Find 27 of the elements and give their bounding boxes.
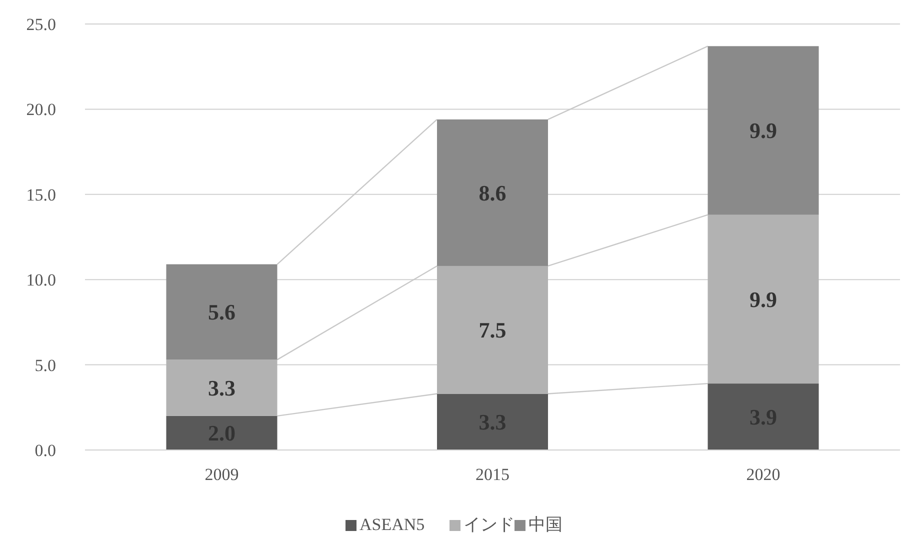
bar: [166, 264, 278, 360]
bar: [166, 416, 278, 450]
bar: [708, 46, 819, 215]
x-tick-label: 2009: [204, 465, 239, 484]
data-label: 3.3: [208, 376, 236, 401]
data-label: 9.9: [750, 118, 778, 144]
y-tick-label: 10.0: [26, 270, 56, 290]
y-tick-label: 0.0: [34, 440, 56, 460]
data-label: 7.5: [478, 318, 506, 343]
x-tick-label: 2020: [746, 465, 780, 484]
data-label: 8.6: [478, 180, 506, 206]
legend-label: インド: [464, 515, 514, 534]
y-tick-label: 5.0: [34, 356, 56, 375]
y-tick-label: 20.0: [26, 100, 56, 120]
bar: [708, 384, 819, 450]
bar: [708, 214, 819, 384]
data-label: 5.6: [208, 300, 236, 325]
bar: [436, 266, 548, 394]
legend-label: 中国: [528, 515, 562, 534]
bar: [436, 119, 548, 266]
legend-label: ASEAN5: [360, 515, 425, 534]
y-tick-label: 25.0: [26, 14, 56, 34]
bar: [166, 360, 278, 416]
bar: [436, 394, 548, 450]
data-label: 9.9: [750, 286, 778, 312]
x-tick-label: 2015: [476, 465, 510, 484]
y-tick-label: 15.0: [26, 185, 56, 204]
